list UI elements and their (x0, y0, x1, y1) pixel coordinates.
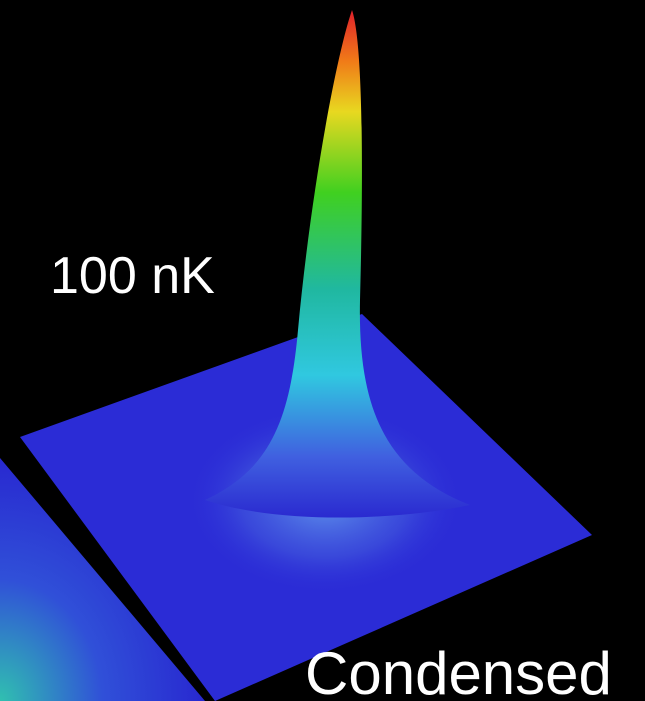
condensate-image: 100 nK Condensed (0, 0, 645, 701)
temperature-label: 100 nK (50, 247, 215, 305)
state-label: Condensed (305, 640, 612, 701)
page: {"labels": {"temperature": "100 nK", "st… (0, 0, 645, 701)
